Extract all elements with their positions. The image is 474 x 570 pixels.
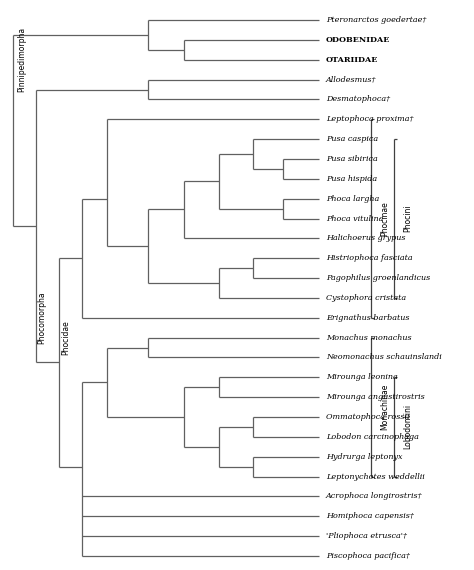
Text: Acrophoca longirostris†: Acrophoca longirostris† <box>326 492 422 500</box>
Text: Ommatophoca rossii: Ommatophoca rossii <box>326 413 410 421</box>
Text: Hydrurga leptonyx: Hydrurga leptonyx <box>326 453 402 461</box>
Text: Lobodon carcinophaga: Lobodon carcinophaga <box>326 433 419 441</box>
Text: Monachus monachus: Monachus monachus <box>326 333 411 341</box>
Text: OTARIIDAE: OTARIIDAE <box>326 56 378 64</box>
Text: Cystophora cristata: Cystophora cristata <box>326 294 406 302</box>
Text: Phocomorpha: Phocomorpha <box>37 291 46 344</box>
Text: Lobodontini: Lobodontini <box>403 404 412 450</box>
Text: Phoca largha: Phoca largha <box>326 195 379 203</box>
Text: Phocinae: Phocinae <box>381 201 390 236</box>
Text: Pusa hispida: Pusa hispida <box>326 175 377 183</box>
Text: Mirounga angustirostris: Mirounga angustirostris <box>326 393 425 401</box>
Text: Pinnipedimorpha: Pinnipedimorpha <box>17 27 26 92</box>
Text: Pagophilus groenlandicus: Pagophilus groenlandicus <box>326 274 430 282</box>
Text: Halichoerus grypus: Halichoerus grypus <box>326 234 405 242</box>
Text: Piscophoca pacifica†: Piscophoca pacifica† <box>326 552 410 560</box>
Text: Monachinae: Monachinae <box>381 384 390 430</box>
Text: Pteronarctos goedertae†: Pteronarctos goedertae† <box>326 16 426 24</box>
Text: Mirounga leonina: Mirounga leonina <box>326 373 398 381</box>
Text: Histriophoca fasciata: Histriophoca fasciata <box>326 254 412 262</box>
Text: Leptophoca proxima†: Leptophoca proxima† <box>326 115 413 123</box>
Text: Homiphoca capensis†: Homiphoca capensis† <box>326 512 414 520</box>
Text: Phocidae: Phocidae <box>61 320 70 355</box>
Text: Allodesmus†: Allodesmus† <box>326 76 376 84</box>
Text: Leptonychotes weddellii: Leptonychotes weddellii <box>326 473 425 481</box>
Text: Desmatophoca†: Desmatophoca† <box>326 95 390 103</box>
Text: Erignathus barbatus: Erignathus barbatus <box>326 314 410 321</box>
Text: Neomonachus schauinslandi: Neomonachus schauinslandi <box>326 353 442 361</box>
Text: Pusa caspica: Pusa caspica <box>326 135 378 143</box>
Text: Pusa sibirica: Pusa sibirica <box>326 155 378 163</box>
Text: 'Pliophoca etrusca'†: 'Pliophoca etrusca'† <box>326 532 407 540</box>
Text: ODOBENIDAE: ODOBENIDAE <box>326 36 390 44</box>
Text: Phoca vitulina: Phoca vitulina <box>326 214 383 222</box>
Text: Phocini: Phocini <box>403 205 412 233</box>
